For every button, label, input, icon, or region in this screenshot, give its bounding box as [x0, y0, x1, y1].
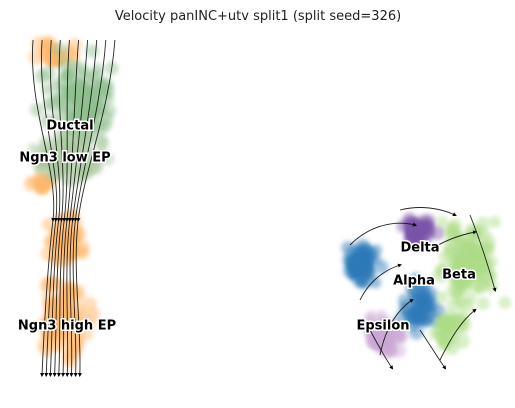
cell-point	[41, 279, 55, 293]
cell-point	[418, 315, 432, 329]
cell-point	[435, 263, 449, 277]
cell-point	[364, 310, 379, 324]
velocity-streamlines	[32, 39, 497, 378]
cell-point	[41, 83, 53, 96]
cell-point	[366, 326, 380, 340]
cell-point	[30, 36, 47, 53]
cell-point	[376, 309, 388, 321]
cluster-labels: Ductal Ngn3 low EP Ngn3 high EP Delta Alpha B…	[16, 117, 477, 335]
velocity-streamline	[349, 222, 417, 246]
velocity-streamline	[72, 39, 107, 378]
cell-point	[446, 256, 461, 270]
cell-point	[436, 215, 448, 228]
cell-point	[465, 244, 479, 257]
cell-point	[479, 261, 491, 273]
cell-point	[455, 310, 469, 324]
velocity-streamline	[439, 308, 477, 361]
cell-point	[38, 151, 54, 167]
cell-point	[29, 102, 45, 117]
cell-point	[430, 225, 445, 241]
cell-point	[409, 325, 424, 340]
cell-point	[85, 91, 100, 106]
cell-point	[440, 316, 457, 332]
cell-point	[25, 175, 38, 187]
cell-point	[77, 132, 93, 147]
velocity-streamline	[359, 263, 402, 301]
velocity-streamline	[379, 298, 414, 356]
cell-point	[457, 279, 473, 295]
velocity-streamline	[469, 214, 497, 292]
cluster-label: Delta	[400, 241, 439, 256]
cell-point	[498, 296, 512, 309]
cell-point	[77, 101, 92, 115]
cluster-label: Ngn3 low EP	[19, 151, 110, 166]
cluster-label: Epsilon	[356, 319, 409, 334]
velocity-streamline	[399, 207, 457, 216]
chart-title: Velocity panINC+utv split1 (split seed=3…	[115, 9, 401, 24]
cell-point	[454, 333, 470, 349]
velocity-streamline	[75, 39, 116, 378]
cell-point	[89, 101, 105, 118]
cell-point	[436, 290, 449, 304]
cell-point	[81, 296, 98, 313]
cell-point	[46, 299, 58, 311]
velocity-streamline	[419, 329, 447, 370]
cell-point	[418, 234, 432, 248]
cell-point	[435, 331, 447, 343]
cell-point	[416, 306, 429, 318]
cell-point	[476, 296, 490, 311]
cell-point	[488, 216, 501, 228]
cell-point	[443, 238, 459, 254]
velocity-streamline	[429, 230, 477, 251]
cluster-label: Ductal	[46, 119, 93, 134]
cell-point	[88, 153, 104, 168]
velocity-streamline	[69, 39, 98, 378]
cell-point	[80, 327, 94, 341]
cell-point	[472, 270, 485, 283]
cell-point	[88, 118, 102, 133]
cell-point	[408, 222, 421, 235]
cell-point	[101, 152, 115, 166]
cell-point	[349, 253, 364, 268]
cell-point	[101, 103, 117, 119]
cell-point	[382, 346, 396, 359]
cluster-label: Beta	[442, 268, 476, 283]
cell-point	[61, 155, 74, 168]
cell-point	[446, 298, 461, 313]
cell-point	[347, 263, 361, 278]
cell-point	[476, 240, 492, 256]
cell-point	[370, 254, 382, 266]
cell-point	[70, 148, 83, 161]
cell-point	[464, 292, 477, 305]
cell-point	[407, 285, 421, 299]
cluster-label: Ngn3 high EP	[18, 319, 116, 334]
cluster-label: Alpha	[393, 274, 435, 289]
velocity-streamline	[369, 329, 394, 370]
